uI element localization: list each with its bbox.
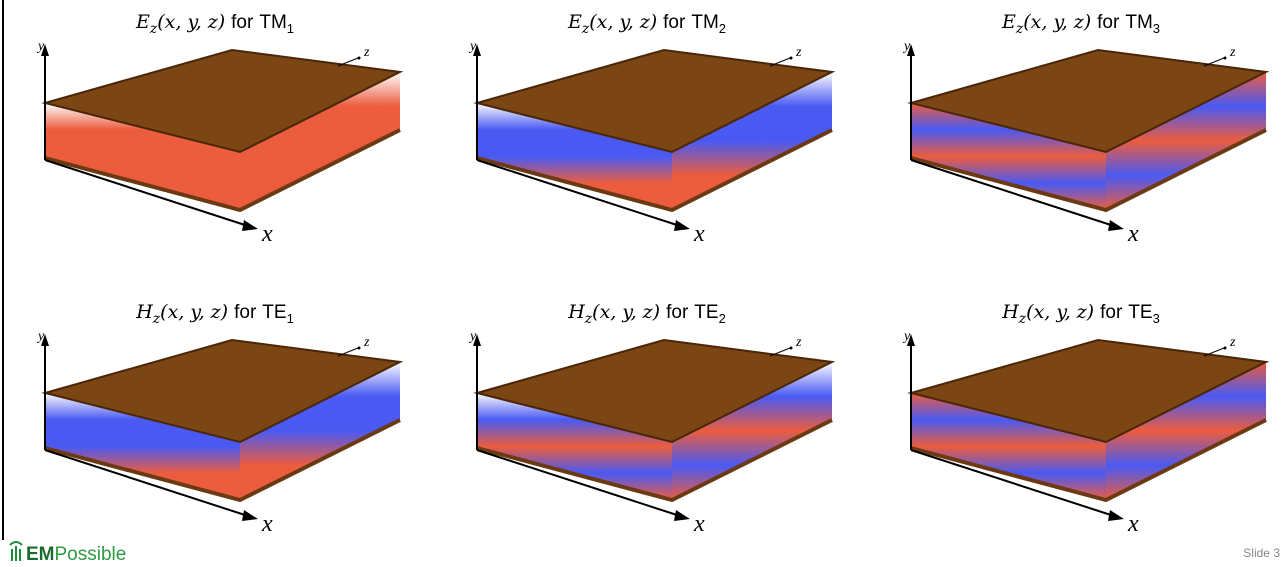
z-axis-label: z [363, 335, 370, 350]
field-args: (x, y, z) [1023, 11, 1091, 33]
mode-subscript: 2 [719, 21, 726, 36]
field-symbol: E [1001, 11, 1016, 33]
mode-name: TM [259, 12, 286, 33]
field-symbol: E [567, 11, 582, 33]
z-axis-label: z [1229, 335, 1236, 350]
connector: for [234, 302, 257, 323]
z-arrow [1224, 57, 1227, 60]
mode-subscript: 3 [1153, 21, 1160, 36]
x-axis-label: x [261, 511, 273, 537]
connector: for [231, 12, 254, 33]
z-axis-label: z [795, 45, 802, 60]
panel-title: Ez(x, y, z)forTM3 [1001, 11, 1160, 37]
logo-bold: EM [26, 544, 55, 565]
field-args: (x, y, z) [160, 301, 228, 323]
mode-name: TE [1128, 302, 1152, 323]
slide-number: Slide 3 [1243, 546, 1280, 560]
y-axis-label: y [468, 39, 477, 54]
mode-subscript: 1 [287, 311, 294, 326]
mode-panel: Hz(x, y, z)forTE1yxz [36, 301, 400, 537]
x-arrow [674, 220, 690, 231]
mode-name: TM [1125, 12, 1152, 33]
x-arrow [242, 220, 258, 231]
field-symbol: H [567, 301, 585, 323]
connector: for [666, 302, 689, 323]
z-axis-label: z [795, 335, 802, 350]
connector: for [1100, 302, 1123, 323]
y-axis-label: y [902, 39, 911, 54]
x-arrow [242, 510, 258, 521]
y-axis-label: y [902, 329, 911, 344]
field-symbol: H [1001, 301, 1019, 323]
z-axis-label: z [1229, 45, 1236, 60]
y-axis-label: y [36, 39, 45, 54]
connector: for [1097, 12, 1120, 33]
mode-name: TE [694, 302, 718, 323]
z-arrow [790, 57, 793, 60]
x-axis-label: x [693, 221, 705, 247]
field-symbol: H [135, 301, 153, 323]
z-axis-label: z [363, 45, 370, 60]
slide: Ez(x, y, z)forTM1yxzEz(x, y, z)forTM2yxz… [0, 0, 1284, 567]
z-arrow [358, 347, 361, 350]
field-symbol: E [135, 11, 150, 33]
z-arrow [358, 57, 361, 60]
field-args: (x, y, z) [589, 11, 657, 33]
logo-rest: Possible [55, 544, 127, 565]
field-args: (x, y, z) [157, 11, 225, 33]
mode-subscript: 2 [719, 311, 726, 326]
x-arrow [1108, 220, 1124, 231]
x-axis-label: x [1127, 511, 1139, 537]
y-axis-label: y [468, 329, 477, 344]
mode-subscript: 1 [287, 21, 294, 36]
x-axis-label: x [693, 511, 705, 537]
mode-subscript: 3 [1153, 311, 1160, 326]
mode-name: TM [691, 12, 718, 33]
connector: for [663, 12, 686, 33]
x-axis-label: x [261, 221, 273, 247]
mode-name: TE [262, 302, 286, 323]
z-arrow [790, 347, 793, 350]
x-axis-label: x [1127, 221, 1139, 247]
logo: EMPossible [10, 542, 126, 565]
logo-text: EMPossible [26, 544, 126, 565]
logo-icon [10, 542, 22, 561]
field-args: (x, y, z) [592, 301, 660, 323]
z-arrow [1224, 347, 1227, 350]
x-arrow [1108, 510, 1124, 521]
y-axis-label: y [36, 329, 45, 344]
field-args: (x, y, z) [1026, 301, 1094, 323]
x-arrow [674, 510, 690, 521]
